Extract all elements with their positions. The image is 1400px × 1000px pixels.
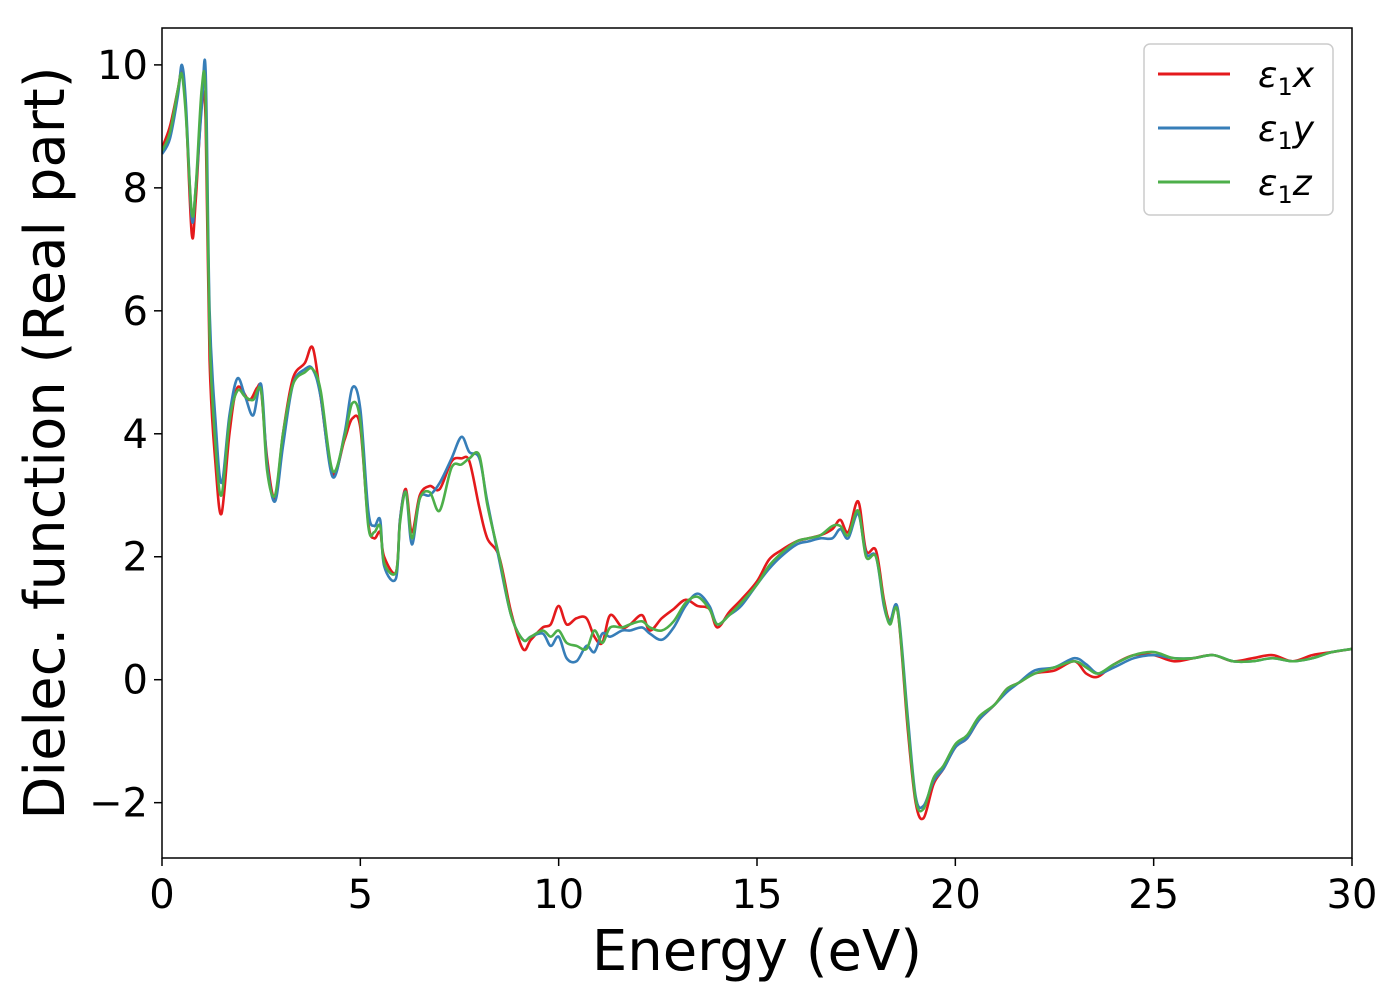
y-tick-label: 8 <box>123 166 148 212</box>
x-tick-label: 30 <box>1327 872 1378 918</box>
series-layer <box>162 58 1352 821</box>
legend-box <box>1143 43 1334 216</box>
x-tick-label: 15 <box>732 872 783 918</box>
legend: ε1x ε1y ε1z <box>1143 43 1334 216</box>
y-tick-label: 2 <box>123 535 148 581</box>
y-tick-label: 10 <box>97 43 148 89</box>
x-axis-label: Energy (eV) <box>592 919 922 984</box>
x-tick-label: 0 <box>149 872 174 918</box>
y-tick-label: 4 <box>123 412 148 458</box>
legend-label-x: ε1x <box>1258 55 1315 101</box>
legend-label-y: ε1y <box>1258 109 1315 155</box>
x-tick-label: 20 <box>930 872 981 918</box>
y-axis-label: Dielec. function (Real part) <box>13 66 78 819</box>
legend-label-z: ε1z <box>1258 163 1313 209</box>
y-tick-label: 6 <box>123 289 148 335</box>
y-tick-label: −2 <box>89 781 148 827</box>
y-axis: −2 0 2 4 6 8 10 <box>89 43 162 827</box>
series-line-z <box>162 69 1352 813</box>
x-tick-label: 25 <box>1128 872 1179 918</box>
x-tick-label: 5 <box>348 872 373 918</box>
x-tick-label: 10 <box>533 872 584 918</box>
y-tick-label: 0 <box>123 658 148 704</box>
x-axis: 0 5 10 15 20 25 30 <box>149 858 1377 918</box>
